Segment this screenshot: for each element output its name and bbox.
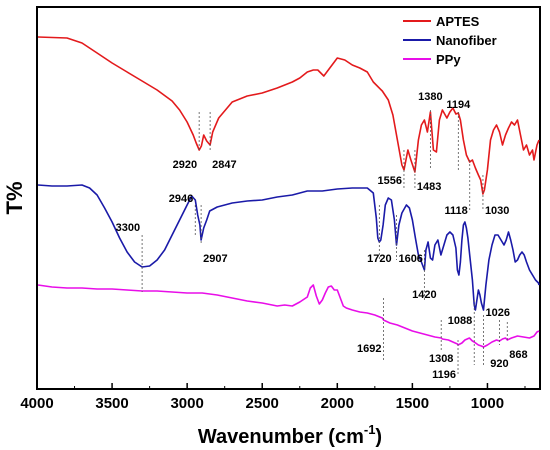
legend: APTES Nanofiber PPy xyxy=(403,14,497,67)
legend-label-ppy: PPy xyxy=(436,52,461,67)
x-axis-title-main: Wavenumber (cm xyxy=(198,426,364,448)
series-line-ppy xyxy=(37,284,540,348)
annotation-label-2946: 2946 xyxy=(169,193,193,205)
annotation-label-1026: 1026 xyxy=(486,307,510,319)
x-tick-label-3000: 3000 xyxy=(170,395,203,412)
x-tick-label-1500: 1500 xyxy=(396,395,429,412)
x-tick-label-3500: 3500 xyxy=(95,395,128,412)
x-tick-label-1000: 1000 xyxy=(471,395,504,412)
annotation-label-1556: 1556 xyxy=(377,175,401,187)
x-axis-ticks: 4000 3500 3000 2500 2000 1500 1000 xyxy=(20,383,526,412)
annotation-label-1380: 1380 xyxy=(418,91,442,103)
series-line-nanofiber xyxy=(37,184,540,311)
x-axis-title: Wavenumber (cm-1) xyxy=(198,422,382,448)
x-tick-label-2500: 2500 xyxy=(246,395,279,412)
annotation-label-1420: 1420 xyxy=(412,289,436,301)
x-axis-title-tail: ) xyxy=(375,426,382,448)
x-tick-label-4000: 4000 xyxy=(20,395,53,412)
annotation-label-1606: 1606 xyxy=(398,253,422,265)
series-layer xyxy=(37,36,540,348)
annotation-label-920: 920 xyxy=(490,358,508,370)
annotation-label-1308: 1308 xyxy=(429,353,453,365)
annotation-label-2847: 2847 xyxy=(212,159,236,171)
annotation-label-1720: 1720 xyxy=(367,253,391,265)
annotation-label-1088: 1088 xyxy=(448,315,472,327)
annotation-label-3300: 3300 xyxy=(116,222,140,234)
annotation-label-1030: 1030 xyxy=(485,205,509,217)
legend-label-nanofiber: Nanofiber xyxy=(436,33,497,48)
annotation-label-1118: 1118 xyxy=(444,205,467,217)
plot-frame xyxy=(36,6,541,390)
y-axis-title: T% xyxy=(2,182,27,215)
annotation-label-1194: 1194 xyxy=(446,99,471,111)
x-axis-title-sup: -1 xyxy=(364,422,376,437)
legend-label-aptes: APTES xyxy=(436,14,480,29)
x-tick-label-2000: 2000 xyxy=(321,395,354,412)
annotation-label-2920: 2920 xyxy=(173,159,197,171)
annotation-label-868: 868 xyxy=(509,349,527,361)
annotation-label-2907: 2907 xyxy=(203,253,227,265)
annotation-label-1692: 1692 xyxy=(357,343,381,355)
annotation-label-1196: 1196 xyxy=(432,369,456,381)
series-line-aptes xyxy=(37,36,540,195)
annotation-label-1483: 1483 xyxy=(417,181,441,193)
